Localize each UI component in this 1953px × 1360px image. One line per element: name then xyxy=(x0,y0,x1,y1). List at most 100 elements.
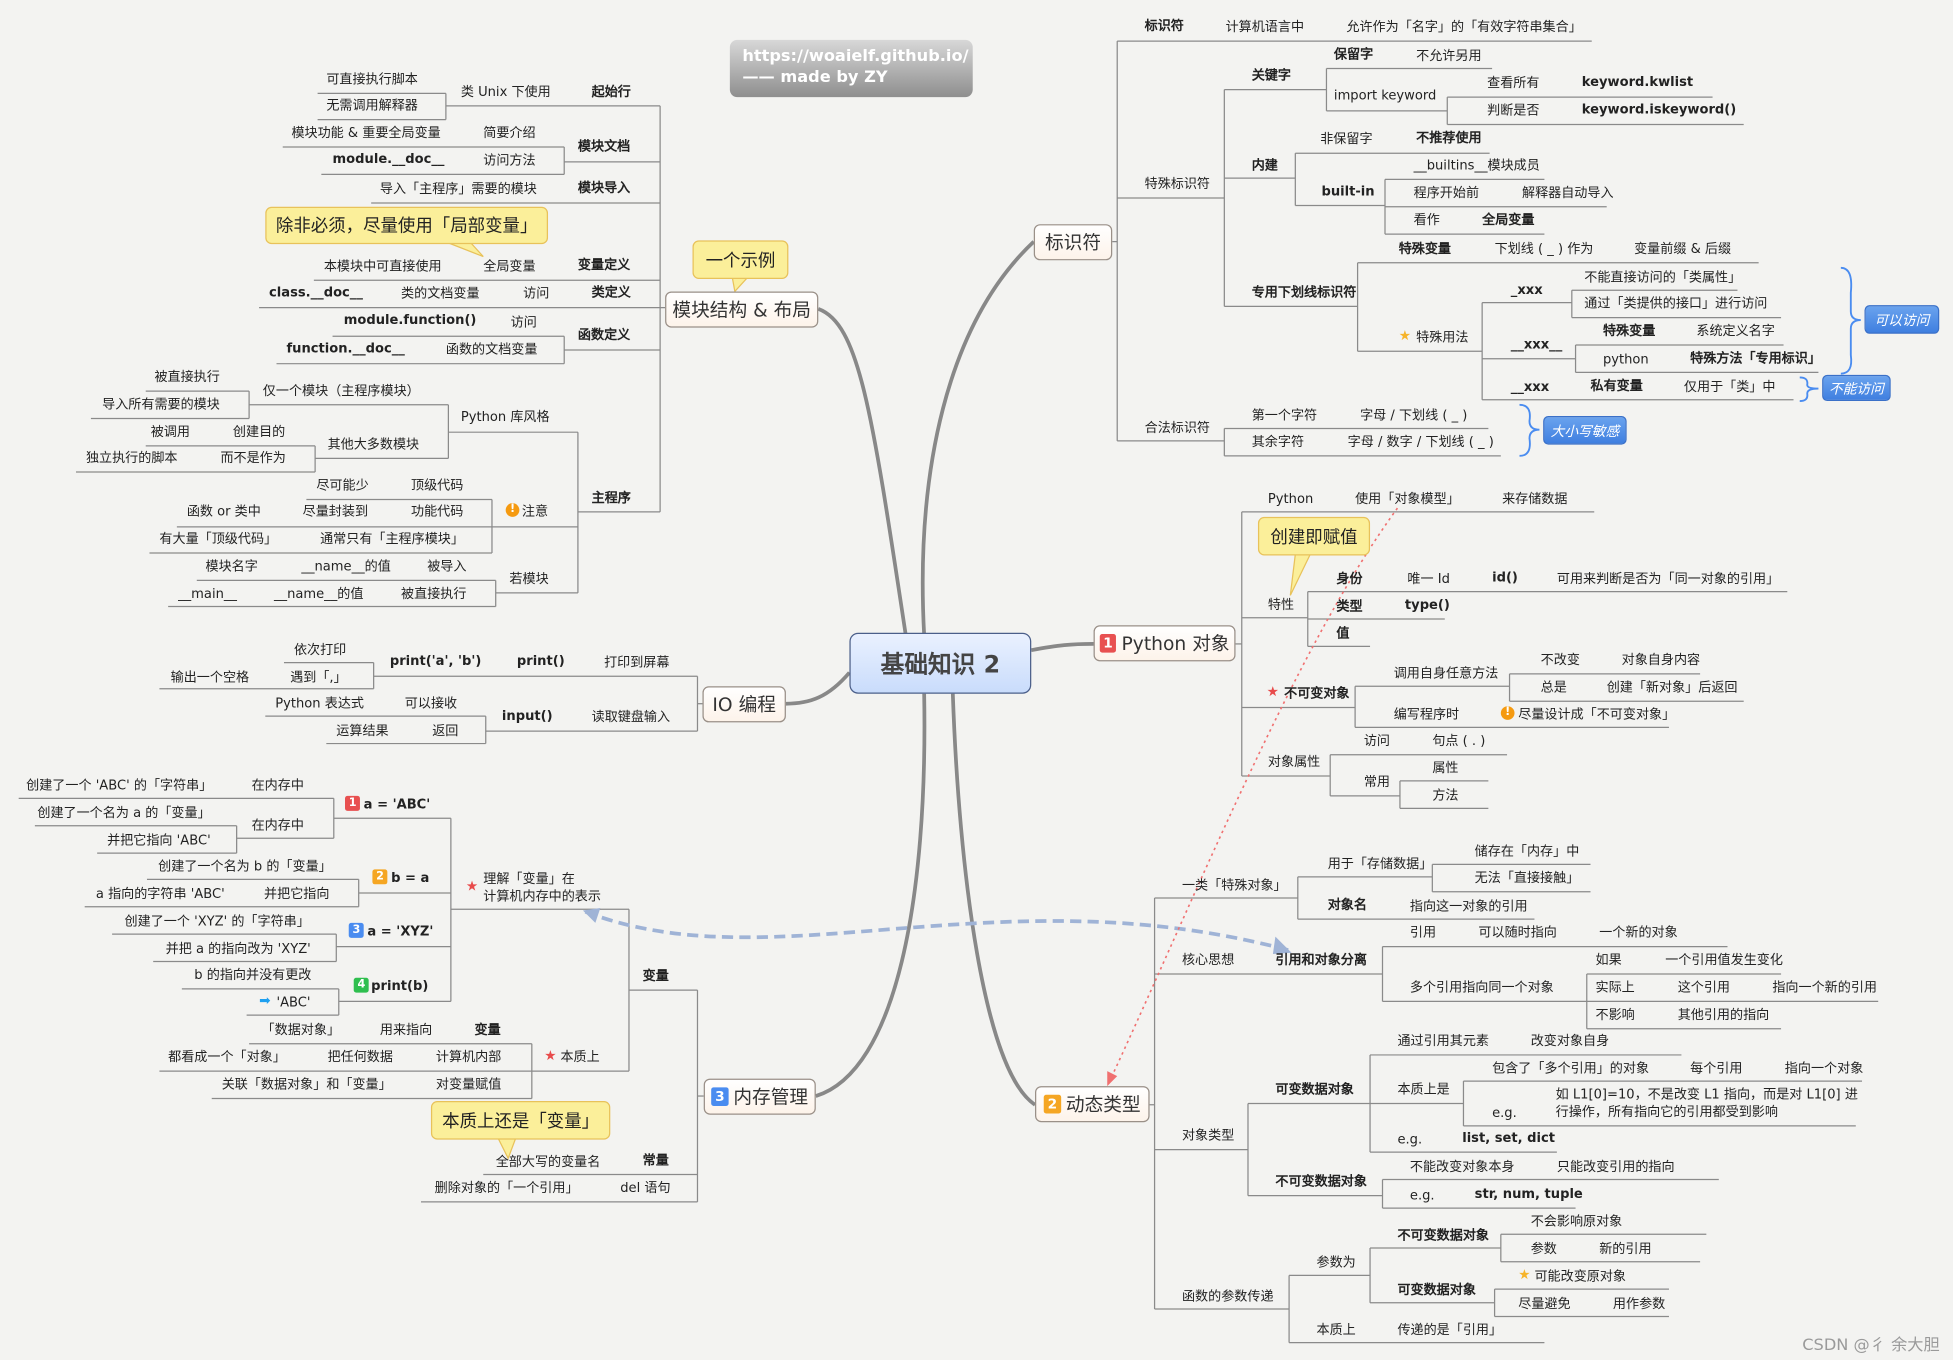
modules-node-text[interactable]: 类定义 xyxy=(591,285,631,301)
dynamic-node-text[interactable]: 如果 xyxy=(1595,952,1622,968)
dynamic-node-text[interactable]: 一类「特殊对象」 xyxy=(1181,878,1287,894)
dynamic-node-text[interactable]: 改变对象自身 xyxy=(1530,1033,1610,1049)
dynamic-node-text[interactable]: 可能改变原对象 xyxy=(1534,1269,1627,1285)
object-node-text[interactable]: 对象属性 xyxy=(1267,754,1321,770)
dynamic-node-text[interactable]: 无法「直接接触」 xyxy=(1474,870,1580,886)
memory-node-text[interactable]: 计算机内部 xyxy=(435,1049,502,1065)
identifier-node-text[interactable]: 其余字符 xyxy=(1251,434,1305,450)
modules-node-text[interactable]: 类 Unix 下使用 xyxy=(460,84,551,100)
memory-node-text[interactable]: 变量 xyxy=(474,1022,501,1038)
dynamic-node-text[interactable]: e.g. xyxy=(1397,1132,1423,1148)
identifier-node-text[interactable]: __xxx__ xyxy=(1510,337,1563,353)
identifier-node-text[interactable]: 仅用于「类」中 xyxy=(1683,379,1776,395)
object-node-text[interactable]: 常用 xyxy=(1363,774,1390,790)
dynamic-node-text[interactable]: 可以随时指向 xyxy=(1478,925,1557,941)
modules-node-text[interactable]: 而不是作为 xyxy=(220,450,286,466)
memory-node-text[interactable]: print(b) xyxy=(371,978,429,994)
dynamic-node-text[interactable]: 实际上 xyxy=(1595,980,1635,996)
object-node-text[interactable]: 创建「新对象」后返回 xyxy=(1606,680,1738,695)
memory-node-text[interactable]: 变量 xyxy=(642,968,669,984)
modules-node-text[interactable]: 模块名字 xyxy=(205,559,258,575)
topic-memory[interactable]: 3 内存管理 xyxy=(703,1078,816,1115)
topic-identifier[interactable]: 标识符 xyxy=(1033,224,1113,261)
priority-badge[interactable]: 1 xyxy=(345,795,361,811)
memory-node-text[interactable]: 并把它指向 'ABC' xyxy=(107,833,211,849)
modules-node-text[interactable]: 导入所有需要的模块 xyxy=(102,397,220,413)
modules-node-text[interactable]: 起始行 xyxy=(591,84,631,100)
io-node-text[interactable]: 打印到屏幕 xyxy=(604,655,670,671)
object-node-text[interactable]: 对象自身内容 xyxy=(1621,652,1701,668)
memory-node-text[interactable]: 用来指向 xyxy=(379,1022,433,1038)
identifier-node-text[interactable]: 不推荐使用 xyxy=(1416,130,1482,146)
object-node-text[interactable]: 使用「对象模型」 xyxy=(1355,491,1460,507)
identifier-node-text[interactable]: 变量前缀 & 后缀 xyxy=(1634,241,1732,257)
dynamic-node-text[interactable]: 参数 xyxy=(1530,1241,1557,1257)
memory-node-text[interactable]: 「数据对象」 xyxy=(261,1022,341,1038)
identifier-node-text[interactable]: 专用下划线标识符 xyxy=(1251,285,1357,301)
dynamic-node-text[interactable]: 对象名 xyxy=(1327,898,1367,913)
identifier-node-text[interactable]: import keyword xyxy=(1333,88,1437,104)
modules-node-text[interactable]: __name__的值 xyxy=(274,586,364,602)
identifier-node-text[interactable]: 字母 / 数字 / 下划线 ( _ ) xyxy=(1347,434,1494,450)
identifier-node-text[interactable]: __builtins__模块成员 xyxy=(1413,158,1540,174)
modules-node-text[interactable]: 被直接执行 xyxy=(401,586,467,602)
identifier-node-text[interactable]: 非保留字 xyxy=(1320,132,1373,147)
io-node-text[interactable]: 读取键盘输入 xyxy=(591,709,671,725)
dynamic-node-text[interactable]: 不可变数据对象 xyxy=(1275,1174,1367,1190)
dynamic-node-text[interactable]: 本质上是 xyxy=(1397,1082,1450,1098)
dynamic-node-text[interactable]: 不能改变对象本身 xyxy=(1409,1159,1515,1175)
dynamic-node-text[interactable]: 这个引用 xyxy=(1677,980,1730,996)
object-node-text[interactable]: 来存储数据 xyxy=(1502,491,1568,507)
dynamic-node-text[interactable]: 包含了「多个引用」的对象 xyxy=(1492,1061,1650,1077)
dynamic-node-text[interactable]: list, set, dict xyxy=(1462,1130,1556,1146)
modules-node-text[interactable]: function.__doc__ xyxy=(286,341,405,357)
modules-node-text[interactable]: 有大量「顶级代码」 xyxy=(159,531,278,547)
dynamic-node-text[interactable]: 用于「存储数据」 xyxy=(1327,856,1433,872)
modules-node-text[interactable]: module.__doc__ xyxy=(332,151,445,167)
identifier-node-text[interactable]: 标识符 xyxy=(1144,18,1184,34)
dynamic-node-text[interactable]: 指向这一对象的引用 xyxy=(1409,899,1528,915)
io-node-text[interactable]: print() xyxy=(516,653,565,669)
identifier-node-text[interactable]: built-in xyxy=(1321,184,1375,200)
modules-node-text[interactable]: 本模块中可直接使用 xyxy=(323,259,442,275)
memory-node-text[interactable]: 把任何数据 xyxy=(327,1049,393,1065)
object-node-text[interactable]: 不可变对象 xyxy=(1284,686,1350,702)
io-node-text[interactable]: 可以接收 xyxy=(404,696,458,712)
memory-node-text[interactable]: b 的指向并没有更改 xyxy=(194,967,312,983)
memory-node-text[interactable]: 创建了一个名为 b 的「变量」 xyxy=(158,859,332,875)
memory-node-text[interactable]: 创建了一个 'XYZ' 的「字符串」 xyxy=(124,914,310,930)
modules-node-text[interactable]: 函数 or 类中 xyxy=(186,504,261,520)
dynamic-node-text[interactable]: 本质上 xyxy=(1316,1322,1356,1338)
memory-node-text[interactable]: b = a xyxy=(391,870,430,886)
priority-badge[interactable]: 4 xyxy=(353,977,369,993)
dynamic-node-text[interactable]: 传递的是「引用」 xyxy=(1397,1322,1503,1338)
object-node-text[interactable]: 可用来判断是否为「同一对象的引用」 xyxy=(1556,571,1780,587)
modules-node-text[interactable]: 被导入 xyxy=(427,559,467,575)
memory-node-text[interactable]: 理解「变量」在 xyxy=(483,871,575,887)
modules-node-text[interactable]: 简要介绍 xyxy=(483,125,536,141)
modules-node-text[interactable]: 若模块 xyxy=(509,571,549,587)
memory-node-text[interactable]: 常量 xyxy=(642,1153,669,1169)
dynamic-node-text[interactable]: 核心思想 xyxy=(1181,952,1235,968)
identifier-node-text[interactable]: 特殊方法「专用标识」 xyxy=(1690,351,1821,367)
modules-node-text[interactable]: 注意 xyxy=(521,504,549,520)
identifier-node-text[interactable]: 特殊用法 xyxy=(1416,330,1469,346)
identifier-node-text[interactable]: 保留字 xyxy=(1333,47,1374,63)
modules-node-text[interactable]: class.__doc__ xyxy=(269,285,363,301)
memory-node-text[interactable]: 在内存中 xyxy=(251,778,304,794)
dynamic-node-text[interactable]: 可变数据对象 xyxy=(1275,1082,1354,1098)
identifier-node-text[interactable]: __xxx xyxy=(1510,379,1550,395)
dynamic-node-text[interactable]: 引用和对象分离 xyxy=(1275,952,1367,968)
memory-node-text[interactable]: 关联「数据对象」和「变量」 xyxy=(221,1077,392,1093)
dynamic-node-text[interactable]: 不影响 xyxy=(1595,1007,1635,1023)
identifier-node-text[interactable]: 关键字 xyxy=(1251,68,1291,84)
modules-node-text[interactable]: 函数的文档变量 xyxy=(445,342,538,358)
memory-node-text[interactable]: 计算机内存中的表示 xyxy=(483,889,601,905)
memory-node-text[interactable]: 并把 a 的指向改为 'XYZ' xyxy=(165,941,311,957)
memory-node-text[interactable]: 创建了一个名为 a 的「变量」 xyxy=(37,805,211,821)
dynamic-node-text[interactable]: 函数的参数传递 xyxy=(1181,1289,1274,1305)
modules-node-text[interactable]: __name__的值 xyxy=(301,559,391,575)
object-node-text[interactable]: 尽量设计成「不可变对象」 xyxy=(1518,707,1676,723)
dynamic-node-text[interactable]: 新的引用 xyxy=(1599,1241,1652,1257)
modules-node-text[interactable]: 顶级代码 xyxy=(411,478,464,494)
